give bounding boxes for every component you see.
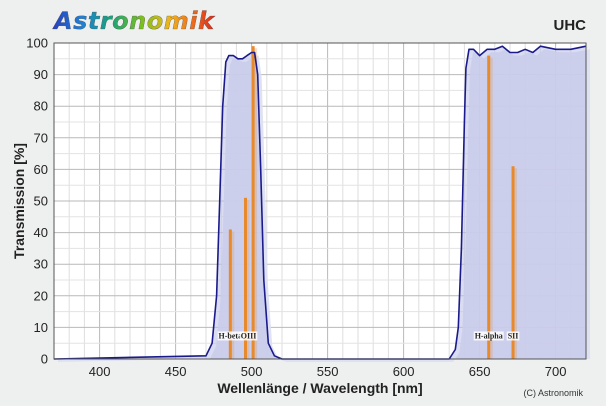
y-tick-label: 60 bbox=[34, 162, 48, 177]
emission-line-shadow bbox=[489, 57, 493, 359]
y-tick-label: 20 bbox=[34, 288, 48, 303]
y-axis-ticks: 0 10 20 30 40 50 60 70 80 90 100 bbox=[26, 36, 48, 367]
emission-line-shadow bbox=[254, 48, 258, 359]
y-tick-label: 0 bbox=[41, 352, 48, 367]
y-tick-label: 10 bbox=[34, 320, 48, 335]
y-tick-label: 50 bbox=[34, 194, 48, 209]
emission-line bbox=[244, 197, 248, 359]
x-tick-label: 700 bbox=[545, 364, 567, 379]
emission-label-bg bbox=[506, 331, 520, 341]
emission-label-bg bbox=[473, 331, 504, 341]
emission-label-bg bbox=[239, 331, 258, 341]
x-tick-label: 600 bbox=[393, 364, 415, 379]
emission-line-label: H-beta bbox=[219, 331, 243, 340]
chart-title: UHC bbox=[554, 17, 587, 34]
y-tick-label: 100 bbox=[26, 36, 48, 51]
y-tick-label: 80 bbox=[34, 99, 48, 114]
plot-frame bbox=[53, 42, 587, 360]
emission-line-shadow bbox=[246, 199, 250, 359]
y-tick-label: 30 bbox=[34, 257, 48, 272]
y-tick-label: 90 bbox=[34, 67, 48, 82]
y-axis-label: Transmission [%] bbox=[11, 143, 27, 259]
x-tick-label: 550 bbox=[317, 364, 339, 379]
x-axis-ticks: 400 450 500 550 600 650 700 bbox=[89, 364, 567, 379]
y-tick-label: 70 bbox=[34, 130, 48, 145]
astronomik-logo: Astronomik bbox=[52, 7, 216, 35]
emission-line bbox=[251, 46, 255, 359]
emission-label-bg bbox=[217, 331, 244, 341]
emission-line-shadow bbox=[231, 231, 235, 359]
emission-line bbox=[511, 166, 515, 359]
emission-line-label: SII bbox=[508, 331, 519, 340]
transmission-fill bbox=[54, 46, 590, 362]
x-tick-label: 650 bbox=[469, 364, 491, 379]
x-axis-label: Wellenlänge / Wavelength [nm] bbox=[217, 380, 422, 396]
emission-line-shadow bbox=[514, 168, 518, 359]
emission-line bbox=[228, 229, 232, 359]
x-tick-label: 400 bbox=[89, 364, 111, 379]
emission-line-label: H-alpha bbox=[475, 331, 503, 340]
y-tick-label: 40 bbox=[34, 225, 48, 240]
emission-line-label: OIII bbox=[241, 331, 257, 340]
x-tick-label: 500 bbox=[241, 364, 263, 379]
copyright-notice: (C) Astronomik bbox=[523, 388, 583, 398]
transmission-area bbox=[54, 46, 586, 359]
emission-lines bbox=[228, 46, 518, 359]
x-tick-label: 450 bbox=[165, 364, 187, 379]
emission-line bbox=[487, 55, 491, 359]
